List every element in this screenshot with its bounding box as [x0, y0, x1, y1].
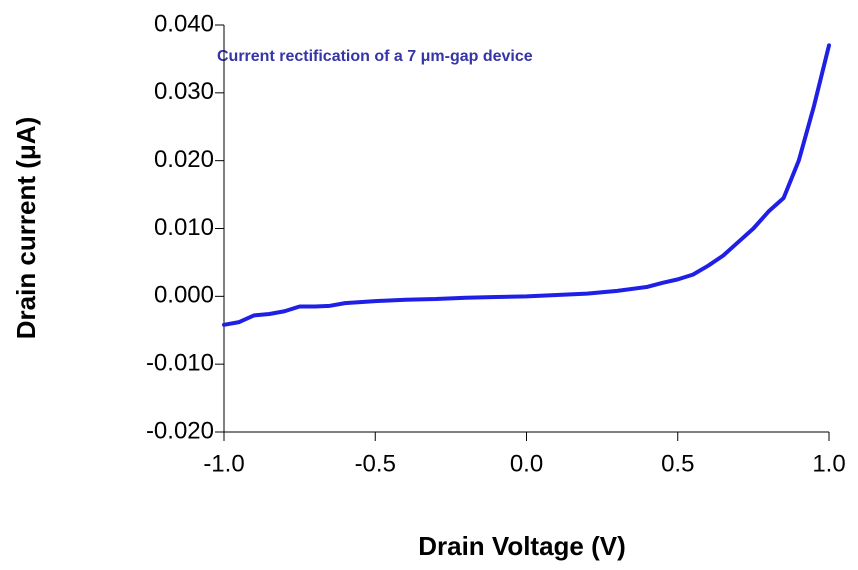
y-axis-title: Drain current (μA): [11, 117, 41, 340]
x-tick-label: 0.0: [510, 450, 543, 477]
x-axis-title: Drain Voltage (V): [418, 531, 626, 561]
x-tick-label: 1.0: [812, 450, 845, 477]
x-tick-label: -1.0: [203, 450, 244, 477]
y-tick-label: 0.010: [154, 214, 214, 241]
y-tick-label: 0.000: [154, 282, 214, 309]
y-tick-label: 0.040: [154, 10, 214, 37]
y-tick-label: -0.020: [146, 417, 214, 444]
y-tick-label: 0.030: [154, 78, 214, 105]
x-tick-label: -0.5: [355, 450, 396, 477]
x-tick-label: 0.5: [661, 450, 694, 477]
y-tick-label: -0.010: [146, 350, 214, 377]
data-line: [222, 43, 831, 327]
y-tick-label: 0.020: [154, 146, 214, 173]
chart-title: Current rectification of a 7 μm-gap devi…: [217, 48, 533, 65]
